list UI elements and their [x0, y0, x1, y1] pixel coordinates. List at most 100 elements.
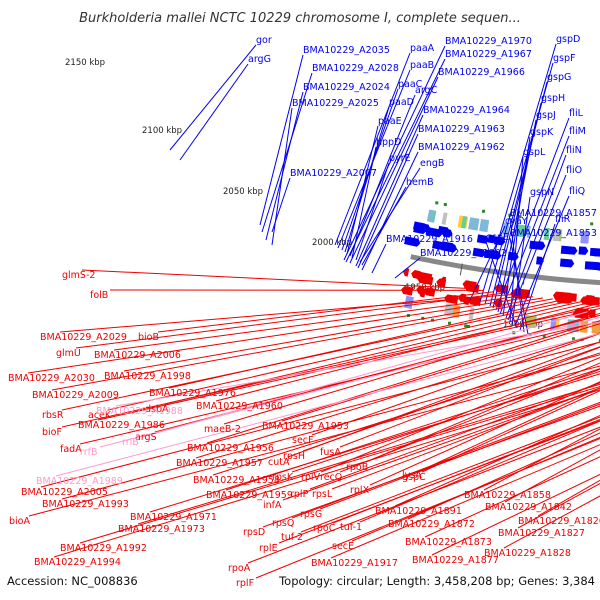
reverse-gene-label[interactable]: BMA10229_A1827 [498, 528, 585, 539]
reverse-gene-label[interactable]: folB [90, 290, 108, 301]
forward-gene-label[interactable]: pyrE [389, 153, 411, 164]
forward-gene-label[interactable]: engB [420, 158, 444, 169]
reverse-gene-label[interactable]: tuf-2 [281, 532, 303, 543]
forward-gene-label[interactable]: fliR [555, 214, 571, 225]
reverse-gene-label[interactable]: BMA10229_A1993 [42, 499, 129, 510]
forward-gene-label[interactable]: BMA10229_A2028 [312, 63, 399, 74]
forward-gene-label[interactable]: fliL [569, 108, 584, 119]
reverse-gene-label[interactable]: fadA [60, 444, 82, 455]
reverse-gene-label[interactable]: BMA10229_A1873 [405, 537, 492, 548]
reverse-gene-label[interactable]: rpsG [300, 509, 322, 520]
reverse-gene-label[interactable]: rpoA [228, 563, 251, 574]
forward-gene-label[interactable]: paaD [389, 97, 414, 108]
reverse-gene-label[interactable]: rpoC [313, 523, 336, 534]
reverse-gene-label[interactable]: BMA10229_A1959 [206, 490, 293, 501]
forward-gene-label[interactable]: argG [248, 54, 271, 65]
forward-gene-label[interactable]: paaE [378, 116, 402, 127]
reverse-gene-label[interactable]: BMA10229_A1956 [187, 443, 274, 454]
reverse-gene-label[interactable]: bioF [42, 427, 62, 438]
reverse-gene-label[interactable]: rbsR [42, 410, 64, 421]
reverse-gene-label[interactable]: cutA [268, 457, 290, 468]
forward-gene-label[interactable]: BMA10229_A1970 [445, 36, 532, 47]
forward-gene-label[interactable]: gspJ [536, 110, 556, 121]
reverse-gene-label[interactable]: fusA [320, 447, 341, 458]
reverse-gene-label[interactable]: BMA10229_A2029 [40, 332, 127, 343]
forward-gene-label[interactable]: fliM [569, 126, 586, 137]
reverse-gene-label[interactable]: BMA10229_A2009 [32, 390, 119, 401]
forward-gene-label[interactable]: BMA10229_A1963 [418, 124, 505, 135]
forward-gene-label[interactable]: hppD [376, 137, 401, 148]
forward-gene-label[interactable]: argC [415, 85, 438, 96]
forward-gene-label[interactable]: gspD [556, 34, 580, 45]
reverse-gene-label[interactable]: BMA10229_A1976 [149, 388, 236, 399]
reverse-gene-label[interactable]: BMA10229_A1877 [412, 555, 499, 566]
reverse-gene-label[interactable]: secF [292, 435, 313, 446]
forward-gene-label[interactable]: gspL [523, 147, 546, 158]
reverse-gene-label[interactable]: glmU [56, 348, 81, 359]
forward-gene-label[interactable]: paaB [410, 60, 434, 71]
reverse-gene-label[interactable]: rplX [350, 485, 370, 496]
reverse-gene-label[interactable]: BMA10229_A1917 [311, 558, 398, 569]
reverse-gene-label[interactable]: rplF [236, 578, 254, 589]
forward-gene-label[interactable]: gspF [553, 53, 575, 64]
reverse-gene-label[interactable]: rpoB [346, 462, 368, 473]
reverse-gene-label[interactable]: rpsQ [272, 518, 294, 529]
reverse-gene-label[interactable]: rpsH [283, 451, 305, 462]
reverse-gene-label[interactable]: BMA10229_A1891 [375, 506, 462, 517]
reverse-gene-label[interactable]: recQ [320, 472, 342, 483]
rna-gene-label[interactable]: BMA10229_A1988 [96, 406, 183, 417]
forward-gene-label[interactable]: fliN [566, 145, 582, 156]
forward-gene-label[interactable]: BMA10229_A2024 [303, 82, 390, 93]
reverse-gene-label[interactable]: dsbA [145, 404, 169, 415]
reverse-gene-label[interactable]: BMA10229_A2006 [94, 350, 181, 361]
reverse-gene-label[interactable]: BMA10229_A1957 [176, 458, 263, 469]
rna-gene-label[interactable]: rrlB [122, 437, 139, 448]
forward-gene-label[interactable]: gspN [530, 187, 554, 198]
reverse-gene-label[interactable]: BMA10229_A1953 [262, 421, 349, 432]
forward-gene-label[interactable]: gspE [486, 232, 509, 243]
reverse-gene-label[interactable]: BMA10229_A1828 [484, 548, 571, 559]
forward-gene-label[interactable]: cyaY [505, 216, 528, 227]
reverse-gene-label[interactable]: BMA10229_A1958 [193, 475, 280, 486]
reverse-gene-label[interactable]: aceK [88, 410, 112, 421]
reverse-gene-label[interactable]: BMA10229_A1960 [196, 401, 283, 412]
reverse-gene-label[interactable]: rplP [290, 489, 309, 500]
forward-gene-label[interactable]: BMA10229_A1916 [386, 234, 473, 245]
forward-gene-label[interactable]: BMA10229_A2007 [290, 168, 377, 179]
forward-gene-label[interactable]: BMA10229_A1857 [510, 208, 597, 219]
reverse-gene-label[interactable]: BMA10229_A2005 [21, 487, 108, 498]
reverse-gene-label[interactable]: BMA10229_A1994 [34, 557, 121, 568]
reverse-gene-label[interactable]: bioB [138, 332, 159, 343]
reverse-gene-label[interactable]: rpsL [312, 489, 333, 500]
reverse-gene-label[interactable]: BMA10229_A1971 [130, 512, 217, 523]
forward-gene-label[interactable]: gor [256, 35, 272, 46]
forward-gene-label[interactable]: BMA10229_A1853 [510, 228, 597, 239]
reverse-gene-label[interactable]: BMA10229_A2030 [8, 373, 95, 384]
forward-gene-label[interactable]: BMA10229_A1962 [418, 142, 505, 153]
forward-gene-label[interactable]: BMA10229_A1966 [438, 67, 525, 78]
forward-gene-label[interactable]: BMA10229_A1902 [420, 248, 507, 259]
reverse-gene-label[interactable]: lysA [402, 470, 422, 481]
forward-gene-label[interactable]: gspH [541, 93, 565, 104]
forward-gene-label[interactable]: BMA10229_A2035 [303, 45, 390, 56]
forward-gene-label[interactable]: fliQ [569, 186, 585, 197]
forward-gene-label[interactable]: BMA10229_A1964 [423, 105, 510, 116]
reverse-gene-label[interactable]: gspC [402, 472, 426, 483]
reverse-gene-label[interactable]: BMA10229_A1842 [485, 502, 572, 513]
forward-gene-label[interactable]: hemB [406, 177, 434, 188]
reverse-gene-label[interactable]: BMA10229_A1820 [518, 516, 600, 527]
forward-gene-label[interactable]: gspK [530, 127, 554, 138]
reverse-gene-label[interactable]: BMA10229_A1986 [78, 420, 165, 431]
rna-gene-label[interactable]: rrfB [80, 447, 98, 458]
reverse-gene-label[interactable]: infA [263, 500, 282, 511]
forward-gene-label[interactable]: fliO [566, 165, 582, 176]
reverse-gene-label[interactable]: BMA10229_A1872 [388, 519, 475, 530]
reverse-gene-label[interactable]: secE [332, 541, 354, 552]
rna-gene-label[interactable]: BMA10229_A1989 [36, 476, 123, 487]
reverse-gene-label[interactable]: BMA10229_A1973 [118, 524, 205, 535]
forward-gene-label[interactable]: BMA10229_A2025 [292, 98, 379, 109]
reverse-gene-label[interactable]: BMA10229_A1998 [104, 371, 191, 382]
reverse-gene-label[interactable]: rplV [301, 472, 321, 483]
reverse-gene-label[interactable]: rpsD [243, 527, 265, 538]
forward-gene-label[interactable]: paaC [398, 79, 423, 90]
